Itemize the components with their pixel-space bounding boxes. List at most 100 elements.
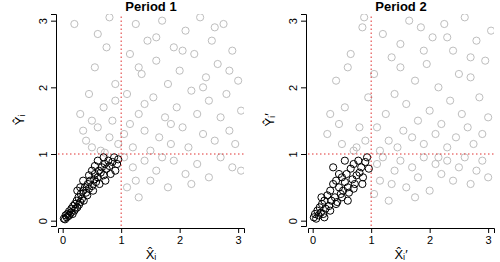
point — [461, 14, 468, 21]
point — [344, 64, 351, 71]
point — [91, 162, 98, 169]
point — [194, 110, 201, 117]
point — [482, 57, 489, 64]
point — [397, 64, 404, 71]
point — [144, 37, 151, 44]
point — [208, 37, 215, 44]
point — [376, 147, 383, 154]
tick: 2 — [287, 85, 306, 91]
point — [403, 100, 410, 107]
point — [467, 180, 474, 187]
point — [414, 117, 421, 124]
point — [101, 149, 108, 156]
tick-mark — [488, 228, 489, 233]
point — [327, 110, 334, 117]
point — [141, 100, 148, 107]
tick: 2 — [177, 228, 183, 246]
point — [205, 97, 212, 104]
point — [441, 20, 448, 27]
point — [217, 154, 224, 161]
point — [112, 167, 119, 174]
point — [473, 37, 480, 44]
point — [85, 172, 92, 179]
point — [100, 154, 107, 161]
point — [141, 157, 148, 164]
tick-label: 0 — [60, 234, 66, 246]
point — [182, 170, 189, 177]
point — [194, 160, 201, 167]
point — [332, 200, 339, 207]
tick-mark — [121, 228, 122, 233]
point — [341, 104, 348, 111]
point — [379, 154, 386, 161]
point — [167, 140, 174, 147]
point — [470, 140, 477, 147]
point — [129, 144, 136, 151]
reference-line — [121, 14, 122, 226]
point — [420, 47, 427, 54]
point — [435, 84, 442, 91]
point — [458, 110, 465, 117]
point — [455, 164, 462, 171]
point — [351, 180, 358, 187]
reference-line — [58, 154, 244, 155]
x-axis-label: X̂ᵢ′ — [394, 247, 408, 262]
tick: 1 — [119, 228, 125, 246]
point — [173, 104, 180, 111]
point — [344, 197, 351, 204]
point — [232, 140, 239, 147]
point — [94, 30, 101, 37]
point — [363, 154, 370, 161]
point — [153, 34, 160, 41]
point — [77, 110, 84, 117]
tick: 0 — [60, 228, 66, 246]
point — [479, 130, 486, 137]
x-axis: 0123 — [309, 228, 495, 246]
point — [438, 120, 445, 127]
tick: 0 — [310, 228, 316, 246]
point — [188, 180, 195, 187]
point — [485, 114, 492, 121]
point — [138, 70, 145, 77]
point — [332, 77, 339, 84]
plot-area — [308, 14, 494, 226]
point — [391, 167, 398, 174]
axis-line — [309, 229, 495, 234]
point — [361, 14, 368, 21]
point — [159, 17, 166, 24]
point — [362, 137, 369, 144]
tick-label: 0 — [310, 234, 316, 246]
point — [335, 120, 342, 127]
point — [467, 74, 474, 81]
point — [345, 189, 352, 196]
point — [235, 77, 242, 84]
tick-mark — [63, 228, 64, 233]
tick-mark — [51, 221, 56, 222]
point — [80, 177, 87, 184]
point — [376, 177, 383, 184]
point — [455, 70, 462, 77]
point — [179, 124, 186, 131]
point — [426, 187, 433, 194]
point — [237, 107, 244, 114]
point — [388, 54, 395, 61]
point — [449, 47, 456, 54]
point — [397, 157, 404, 164]
point — [391, 90, 398, 97]
point — [185, 144, 192, 151]
point — [85, 90, 92, 97]
point — [426, 107, 433, 114]
tick: 2 — [37, 85, 56, 91]
point — [335, 170, 342, 177]
point — [414, 174, 421, 181]
plot-area — [58, 14, 244, 226]
point — [111, 154, 118, 161]
point — [211, 24, 218, 31]
point — [112, 97, 119, 104]
figure: 01230123Period 1X̂ᵢŶᵢ01230123Period 2X̂ᵢ… — [0, 0, 500, 262]
tick: 1 — [369, 228, 375, 246]
point — [324, 130, 331, 137]
tick-mark — [301, 87, 306, 88]
point — [423, 60, 430, 67]
y-axis: 0123 — [37, 15, 57, 227]
